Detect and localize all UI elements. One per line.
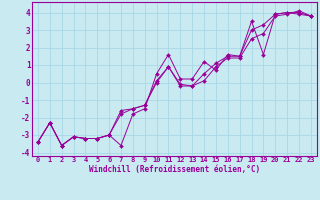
X-axis label: Windchill (Refroidissement éolien,°C): Windchill (Refroidissement éolien,°C)	[89, 165, 260, 174]
